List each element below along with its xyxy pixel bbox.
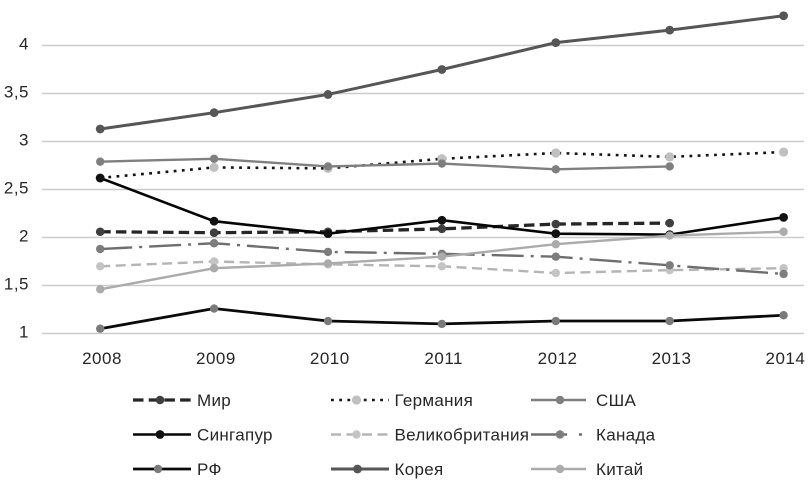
svg-text:Великобритания: Великобритания (395, 426, 530, 445)
svg-text:Германия: Германия (395, 391, 474, 410)
svg-text:2012: 2012 (538, 349, 578, 368)
svg-text:3: 3 (19, 131, 29, 150)
svg-text:3,5: 3,5 (4, 83, 29, 102)
svg-text:2008: 2008 (82, 349, 122, 368)
svg-text:2013: 2013 (652, 349, 692, 368)
svg-text:Сингапур: Сингапур (197, 426, 273, 445)
svg-text:Китай: Китай (596, 460, 643, 479)
svg-text:РФ: РФ (197, 460, 222, 479)
svg-text:Корея: Корея (395, 460, 444, 479)
svg-text:2,5: 2,5 (4, 179, 29, 198)
svg-text:США: США (596, 391, 636, 410)
svg-text:Канада: Канада (596, 426, 656, 445)
svg-text:1: 1 (19, 323, 29, 342)
svg-text:2011: 2011 (424, 349, 463, 368)
svg-text:2010: 2010 (310, 349, 350, 368)
svg-text:2: 2 (19, 227, 29, 246)
svg-text:1,5: 1,5 (4, 275, 29, 294)
svg-text:Мир: Мир (197, 391, 231, 410)
svg-text:4: 4 (19, 35, 29, 54)
svg-text:2009: 2009 (196, 349, 236, 368)
svg-text:2014: 2014 (765, 349, 805, 368)
